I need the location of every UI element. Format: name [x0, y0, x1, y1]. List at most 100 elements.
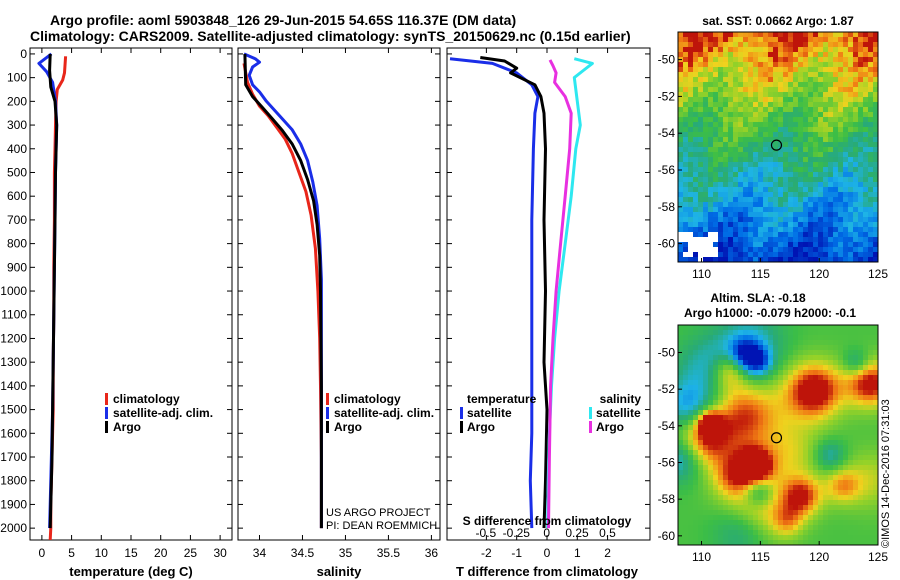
- sla-cell: [773, 525, 778, 530]
- sst-cell: [823, 237, 828, 242]
- sla-cell: [698, 480, 703, 485]
- sla-cell: [773, 400, 778, 405]
- sst-cell: [748, 62, 753, 67]
- sla-cell: [788, 530, 793, 535]
- sla-cell: [733, 500, 738, 505]
- sst-cell: [873, 107, 878, 112]
- sla-cell: [838, 410, 843, 415]
- sla-cell: [763, 325, 768, 330]
- sst-cell: [783, 177, 788, 182]
- sla-cell: [798, 350, 803, 355]
- sla-cell: [833, 470, 838, 475]
- sst-cell: [778, 232, 783, 237]
- sst-cell: [728, 192, 733, 197]
- sla-cell: [808, 370, 813, 375]
- sst-cell: [733, 237, 738, 242]
- sla-cell: [703, 495, 708, 500]
- sst-cell: [868, 82, 873, 87]
- sla-cell: [718, 415, 723, 420]
- sst-cell: [798, 172, 803, 177]
- sla-cell: [718, 395, 723, 400]
- sla-cell: [748, 340, 753, 345]
- sla-cell: [733, 505, 738, 510]
- sst-cell: [808, 117, 813, 122]
- sla-cell: [788, 405, 793, 410]
- sla-cell: [733, 355, 738, 360]
- sst-cell: [843, 167, 848, 172]
- sst-cell: [783, 197, 788, 202]
- sst-cell: [753, 67, 758, 72]
- sla-cell: [748, 455, 753, 460]
- sla-cell: [803, 440, 808, 445]
- legend-label-climatology: climatology: [334, 392, 401, 406]
- sst-cell: [683, 47, 688, 52]
- sla-cell: [868, 480, 873, 485]
- sla-cell: [678, 445, 683, 450]
- sst-cell: [753, 232, 758, 237]
- sst-cell: [843, 142, 848, 147]
- sla-cell: [788, 375, 793, 380]
- sla-cell: [743, 435, 748, 440]
- sst-cell: [873, 132, 878, 137]
- sst-cell: [773, 117, 778, 122]
- sst-cell: [773, 237, 778, 242]
- sla-cell: [758, 515, 763, 520]
- sla-cell: [748, 330, 753, 335]
- sla-cell: [773, 470, 778, 475]
- sst-cell: [753, 187, 758, 192]
- sst-cell: [823, 247, 828, 252]
- sla-cell: [863, 410, 868, 415]
- map-y-tick-label: -50: [658, 346, 676, 360]
- sla-cell: [703, 540, 708, 545]
- sst-cell: [748, 197, 753, 202]
- sst-cell: [858, 92, 863, 97]
- sla-cell: [773, 495, 778, 500]
- sla-cell: [723, 325, 728, 330]
- sst-cell: [683, 67, 688, 72]
- sst-cell: [833, 132, 838, 137]
- sst-cell: [768, 67, 773, 72]
- sst-cell: [813, 57, 818, 62]
- sla-cell: [848, 495, 853, 500]
- sla-cell: [808, 420, 813, 425]
- sst-cell: [858, 207, 863, 212]
- sst-cell: [863, 117, 868, 122]
- sst-cell: [758, 187, 763, 192]
- sst-cell: [733, 217, 738, 222]
- sla-cell: [693, 460, 698, 465]
- sst-cell: [823, 52, 828, 57]
- sla-cell: [743, 465, 748, 470]
- sla-cell: [863, 535, 868, 540]
- sla-cell: [733, 485, 738, 490]
- sla-cell: [748, 515, 753, 520]
- sst-cell: [783, 127, 788, 132]
- sla-cell: [708, 450, 713, 455]
- sst-cell: [718, 117, 723, 122]
- sst-cell: [723, 222, 728, 227]
- sla-cell: [803, 515, 808, 520]
- sst-cell: [853, 182, 858, 187]
- legend-label-s-satellite: satellite: [596, 406, 641, 420]
- sla-cell: [768, 525, 773, 530]
- sla-cell: [698, 335, 703, 340]
- sla-cell: [873, 525, 878, 530]
- sst-cell: [748, 227, 753, 232]
- sst-cell: [698, 87, 703, 92]
- sla-cell: [778, 490, 783, 495]
- sst-cell: [873, 172, 878, 177]
- sla-cell: [873, 330, 878, 335]
- sla-cell: [753, 495, 758, 500]
- sst-cell: [683, 132, 688, 137]
- sla-cell: [688, 500, 693, 505]
- sla-cell: [823, 430, 828, 435]
- sla-cell: [803, 375, 808, 380]
- sst-cell: [838, 82, 843, 87]
- sla-cell: [843, 425, 848, 430]
- sla-cell: [868, 425, 873, 430]
- sst-cell: [843, 197, 848, 202]
- sla-cell: [828, 340, 833, 345]
- sla-cell: [858, 435, 863, 440]
- sst-cell: [758, 212, 763, 217]
- sla-cell: [773, 540, 778, 545]
- sla-cell: [793, 525, 798, 530]
